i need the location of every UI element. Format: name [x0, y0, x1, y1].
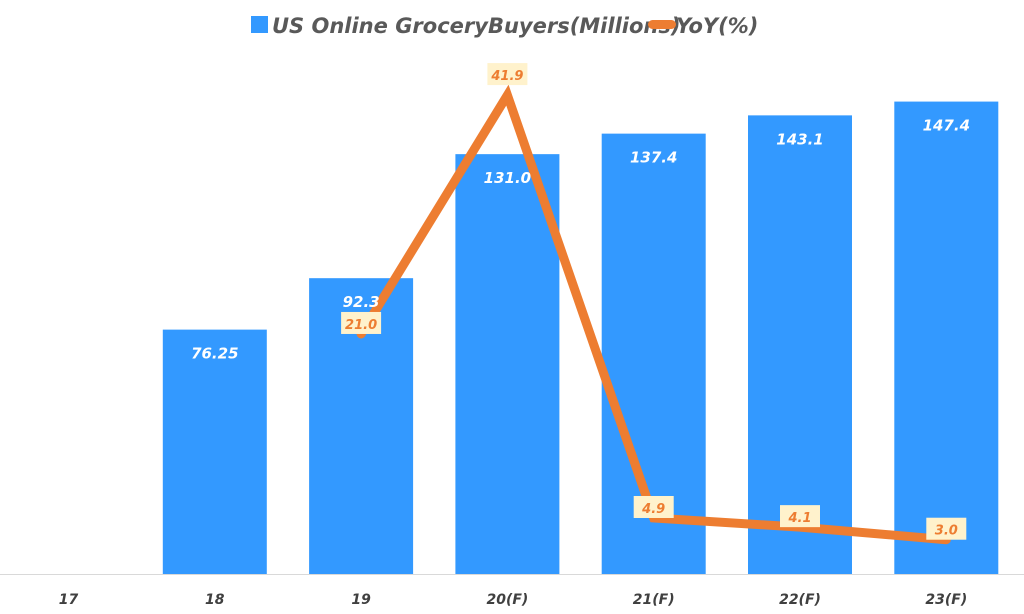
- yoy-data-label: 41.9: [490, 69, 523, 84]
- x-tick-label: 19: [351, 592, 371, 608]
- yoy-data-label: 4.1: [787, 511, 811, 526]
- bar-data-label: 131.0: [484, 169, 531, 187]
- yoy-label-box: [487, 63, 528, 86]
- legend: US Online GroceryBuyers(Millions) YoY(%): [251, 14, 758, 38]
- yoy-label-box: [633, 495, 674, 518]
- yoy-data-label: 4.9: [641, 502, 665, 517]
- x-tick-label: 21(F): [633, 592, 675, 608]
- yoy-data-label: 21.0: [345, 318, 377, 333]
- yoy-label-box: [780, 505, 820, 528]
- legend-label-bar: US Online GroceryBuyers(Millions): [272, 14, 680, 38]
- x-tick-label: 22(F): [779, 592, 821, 608]
- bar-data-label: 92.3: [343, 293, 380, 311]
- x-tick-label: 18: [205, 592, 225, 608]
- bar-data-label: 76.25: [191, 345, 238, 363]
- bar: [162, 329, 267, 574]
- bar-data-label: 143.1: [776, 130, 823, 148]
- bar-data-label: 147.4: [923, 117, 970, 135]
- bar-data-label: 137.4: [630, 149, 677, 167]
- yoy-label-box: [341, 311, 382, 334]
- legend-swatch-bar: [251, 16, 268, 33]
- yoy-data-label: 3.0: [935, 524, 958, 539]
- x-tick-label: 17: [59, 592, 79, 608]
- yoy-label-box: [926, 517, 967, 540]
- x-tick-label: 23(F): [925, 592, 967, 608]
- legend-swatch-line: [648, 20, 676, 29]
- bar: [748, 115, 852, 574]
- bar: [894, 101, 999, 574]
- bar: [455, 154, 560, 574]
- legend-label-line: YoY(%): [676, 14, 758, 38]
- x-tick-label: 20(F): [486, 592, 528, 608]
